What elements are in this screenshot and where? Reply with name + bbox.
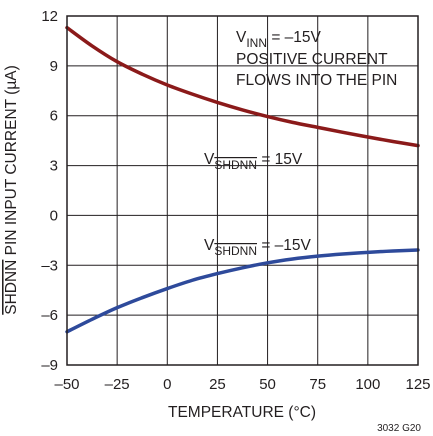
y-tick-label: 0 xyxy=(50,207,58,224)
x-tick-label: 75 xyxy=(309,376,326,393)
annotation-positive-line2: FLOWS INTO THE PIN xyxy=(236,72,397,89)
annotation-upper-value: = 15V xyxy=(257,151,303,168)
x-tick-label: 125 xyxy=(405,376,430,393)
figure-code: 3032 G20 xyxy=(377,423,421,434)
annotation-lower-value: = –15V xyxy=(257,237,312,254)
y-tick-label: 3 xyxy=(50,158,58,175)
x-tick-label: –25 xyxy=(105,376,130,393)
annotation-vinn: VINN = –15V xyxy=(236,29,322,50)
y-tick-label: –3 xyxy=(41,257,58,274)
y-tick-label: –6 xyxy=(41,307,58,324)
y-axis-label: SHDNN PIN INPUT CURRENT (µA) xyxy=(3,65,20,315)
x-tick-label: 100 xyxy=(355,376,380,393)
y-tick-label: –9 xyxy=(41,357,58,374)
plot-frame xyxy=(66,15,419,366)
annotation-lower-subscript: SHDNN xyxy=(214,244,257,258)
annotation-upper-main: V xyxy=(204,151,215,168)
annotation-upper-curve: VSHDNN = 15V xyxy=(204,151,303,172)
y-axis-label-group: SHDNN PIN INPUT CURRENT (µA) xyxy=(3,65,20,315)
y-tick-label: 9 xyxy=(50,58,58,75)
tick-labels: –50 –25 0 25 50 75 100 125 –9 –6 –3 0 3 6 9 12 xyxy=(41,8,430,393)
annotation-vinn-subscript: INN xyxy=(246,36,267,50)
x-axis-label: TEMPERATURE (°C) xyxy=(168,404,316,421)
annotation-positive-line1: POSITIVE CURRENT xyxy=(236,51,388,68)
annotation-lower-main: V xyxy=(204,237,215,254)
annotation-vinn-main: V xyxy=(236,29,247,46)
grid xyxy=(66,15,419,366)
x-tick-label: 50 xyxy=(259,376,276,393)
curves xyxy=(65,25,420,334)
y-tick-label: 12 xyxy=(41,8,58,25)
annotation-vinn-value: = –15V xyxy=(267,29,322,46)
y-tick-label: 6 xyxy=(50,108,58,125)
annotation-lower-curve: VSHDNN = –15V xyxy=(204,237,312,258)
x-tick-label: –50 xyxy=(54,376,79,393)
x-tick-label: 0 xyxy=(163,376,171,393)
annotation-upper-subscript: SHDNN xyxy=(214,158,257,172)
y-axis-label-rest: PIN INPUT CURRENT (µA) xyxy=(3,65,20,259)
y-axis-label-overbar: SHDNN xyxy=(3,260,20,315)
x-tick-label: 25 xyxy=(209,376,226,393)
series-line-vshdnn-15v xyxy=(65,25,420,148)
series-line-vshdnn-minus-15v xyxy=(65,248,420,334)
